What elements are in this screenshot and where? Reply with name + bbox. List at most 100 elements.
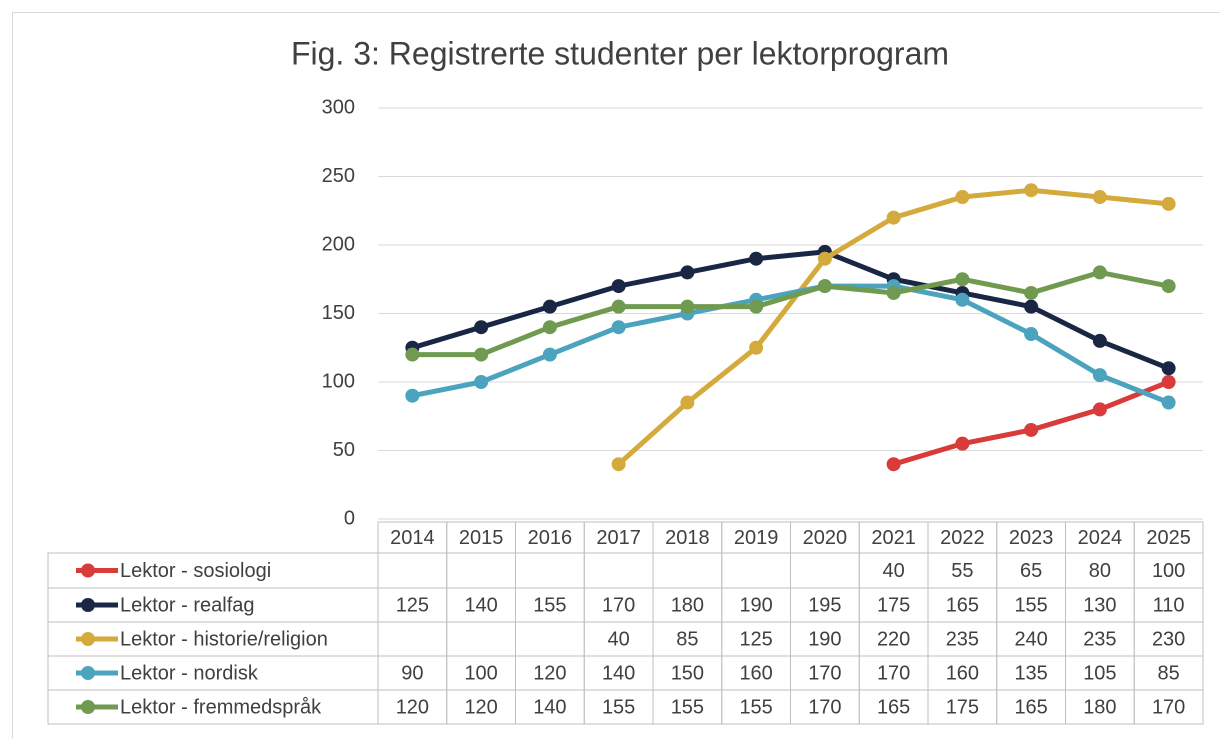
legend-label: Lektor - sosiologi <box>120 560 271 582</box>
table-value: 130 <box>1083 594 1116 616</box>
data-point <box>680 299 695 314</box>
data-point <box>1024 299 1039 314</box>
legend-marker <box>81 632 95 646</box>
chart-title: Fig. 3: Registrerte studenter per lektor… <box>291 35 949 71</box>
table-cell <box>377 552 448 589</box>
y-tick-label: 200 <box>322 233 355 255</box>
data-point <box>1024 183 1039 198</box>
data-point <box>817 279 832 294</box>
table-cell <box>515 552 585 589</box>
legend-marker <box>81 563 95 578</box>
data-point <box>542 320 557 335</box>
table-value: 100 <box>464 662 497 684</box>
data-point <box>955 436 970 451</box>
table-value: 85 <box>1158 662 1180 684</box>
data-point <box>611 279 626 294</box>
table-value: 135 <box>1014 662 1047 684</box>
data-point <box>1092 190 1107 205</box>
legend-marker <box>81 700 95 714</box>
data-point <box>817 251 832 266</box>
table-value: 120 <box>533 662 566 684</box>
table-value: 155 <box>671 696 704 718</box>
data-point <box>1092 333 1107 348</box>
table-value: 235 <box>946 628 979 650</box>
table-value: 175 <box>946 696 979 718</box>
y-tick-label: 50 <box>333 439 355 461</box>
table-value: 40 <box>883 560 905 582</box>
legend-label: Lektor - fremmedspråk <box>120 696 322 718</box>
table-value: 125 <box>739 628 772 650</box>
table-value: 80 <box>1089 560 1111 582</box>
table-value: 190 <box>808 628 841 650</box>
table-value: 170 <box>602 594 635 616</box>
data-point <box>1092 402 1107 417</box>
table-value: 155 <box>739 696 772 718</box>
table-cell <box>790 552 860 589</box>
x-tick-label: 2020 <box>803 527 848 549</box>
data-point <box>542 347 557 362</box>
y-tick-label: 250 <box>322 165 355 187</box>
table-value: 180 <box>671 594 704 616</box>
data-point <box>749 299 764 314</box>
table-value: 155 <box>533 594 566 616</box>
data-point <box>886 457 901 472</box>
data-point <box>405 388 420 403</box>
y-tick-label: 100 <box>322 370 355 392</box>
data-point <box>1161 196 1176 211</box>
data-point <box>611 457 626 472</box>
table-value: 235 <box>1083 628 1116 650</box>
data-point <box>886 285 901 300</box>
table-value: 165 <box>946 594 979 616</box>
table-value: 190 <box>739 594 772 616</box>
table-value: 140 <box>602 662 635 684</box>
table-cell <box>377 621 448 657</box>
table-value: 160 <box>946 662 979 684</box>
table-value: 120 <box>396 696 429 718</box>
table-value: 40 <box>608 628 630 650</box>
x-tick-label: 2014 <box>390 527 435 549</box>
table-value: 90 <box>401 662 423 684</box>
table-value: 100 <box>1152 560 1185 582</box>
data-point <box>1092 368 1107 383</box>
data-point <box>886 210 901 225</box>
data-point <box>542 299 557 314</box>
table-value: 160 <box>739 662 772 684</box>
data-point <box>680 265 695 280</box>
x-tick-label: 2025 <box>1146 527 1191 549</box>
data-point <box>611 320 626 335</box>
table-value: 65 <box>1020 560 1042 582</box>
chart-border <box>12 12 1220 738</box>
table-value: 85 <box>676 628 698 650</box>
series-line <box>411 249 1170 371</box>
data-point <box>1161 279 1176 294</box>
data-point <box>1024 285 1039 300</box>
table-value: 170 <box>1152 696 1185 718</box>
data-point <box>405 347 420 362</box>
table-cell <box>1133 689 1204 725</box>
x-tick-label: 2019 <box>734 527 779 549</box>
x-tick-label: 2018 <box>665 527 710 549</box>
data-point <box>1161 395 1176 410</box>
table-value: 220 <box>877 628 910 650</box>
legend-marker <box>81 598 95 612</box>
y-tick-label: 0 <box>344 507 355 529</box>
x-tick-label: 2017 <box>596 527 641 549</box>
table-cell <box>446 621 516 657</box>
y-tick-label: 150 <box>322 302 355 324</box>
x-tick-label: 2023 <box>1009 527 1054 549</box>
data-point <box>474 347 489 362</box>
data-point <box>955 292 970 307</box>
data-point <box>955 272 970 287</box>
table-value: 165 <box>877 696 910 718</box>
x-tick-label: 2015 <box>459 527 504 549</box>
data-point <box>1092 265 1107 280</box>
table-value: 155 <box>1014 594 1047 616</box>
table-cell <box>515 621 585 657</box>
data-point <box>749 251 764 266</box>
table-value: 165 <box>1014 696 1047 718</box>
table-value: 170 <box>808 696 841 718</box>
table-value: 140 <box>533 696 566 718</box>
data-point <box>1024 422 1039 437</box>
y-tick-label: 300 <box>322 96 355 118</box>
legend-label: Lektor - historie/religion <box>120 628 328 650</box>
